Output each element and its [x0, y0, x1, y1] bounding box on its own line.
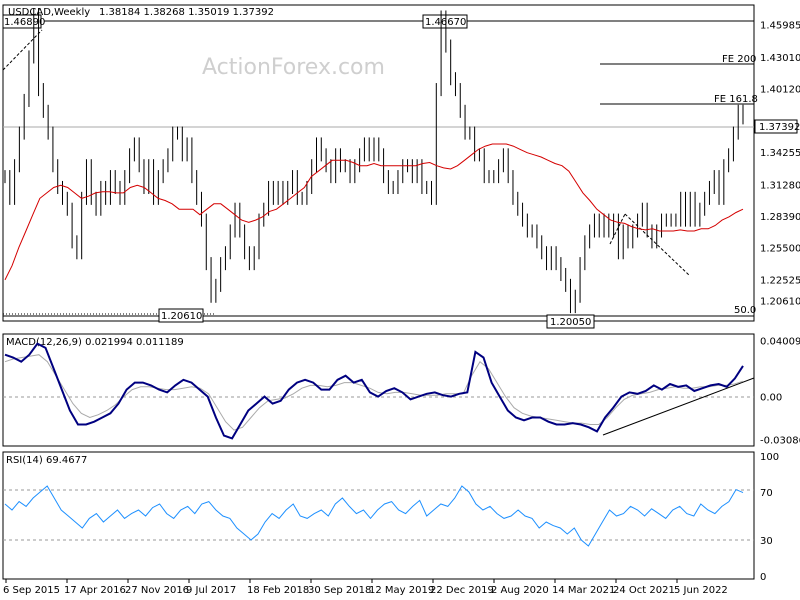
macd-trendline	[602, 377, 755, 436]
rsi-tick-label: 30	[760, 536, 773, 547]
fe200-label: FE 200	[722, 54, 756, 65]
x-tick-label: 24 Oct 2021	[613, 585, 675, 596]
fib-50-label: 50.0	[734, 305, 756, 316]
price-tick-label: 1.25500	[760, 243, 800, 254]
watermark: ActionForex.com	[202, 55, 385, 80]
rsi-title: RSI(14) 69.4677	[6, 455, 87, 466]
price-panel	[2, 4, 755, 322]
trend-dashed-line	[2, 29, 43, 71]
annotation-box-2015-high	[2, 14, 42, 29]
current-price-marker	[754, 119, 798, 134]
annotation-box-2021-low	[546, 314, 595, 329]
rsi-tick-label: 100	[760, 452, 779, 463]
annotation-2015-high: 1.46890	[4, 17, 45, 28]
ohlc-values: 1.38184 1.38268 1.35019 1.37392	[99, 7, 274, 18]
triangle-line-1	[609, 213, 626, 245]
macd-signal-line	[4, 354, 744, 431]
macd-axis: 0.040094 0.00 -0.03086	[760, 337, 800, 447]
rsi-line	[4, 485, 744, 547]
moving-average-line	[4, 143, 744, 281]
annotation-2017-low: 1.20610	[161, 311, 202, 322]
price-tick-label: 1.45985	[760, 20, 800, 31]
macd-main-line	[4, 342, 744, 440]
current-price-label: 1.37392	[759, 122, 800, 133]
rsi-axis: 100 70 30 0	[760, 452, 779, 583]
price-tick-label: 1.20610	[760, 296, 800, 307]
price-tick-label: 1.34255	[760, 148, 800, 159]
x-tick-label: 18 Feb 2018	[247, 585, 309, 596]
x-tick-label: 27 Nov 2016	[125, 585, 189, 596]
x-tick-label: 5 Jun 2022	[674, 585, 728, 596]
x-tick-label: 30 Sep 2018	[308, 585, 371, 596]
annotation-box-2020-high	[422, 14, 468, 29]
price-axis: 1.45985 1.43010 1.40120 1.34255 1.31280 1.283…	[760, 20, 800, 307]
rsi-panel	[2, 451, 755, 580]
x-tick-label: 9 Jul 2017	[186, 585, 236, 596]
fe1618-label: FE 161.8	[714, 94, 758, 105]
macd-tick-label: 0.00	[760, 393, 782, 404]
price-tick-label: 1.31280	[760, 180, 800, 191]
price-tick-label: 1.28390	[760, 212, 800, 223]
macd-title: MACD(12,26,9) 0.021994 0.011189	[6, 337, 184, 348]
x-tick-label: 6 Sep 2015	[3, 585, 60, 596]
price-bars	[4, 8, 744, 314]
price-tick-label: 1.43010	[760, 53, 800, 64]
rsi-tick-label: 70	[760, 488, 773, 499]
x-tick-label: 12 May 2019	[369, 585, 434, 596]
price-tick-label: 1.40120	[760, 84, 800, 95]
annotation-box-2017-low	[158, 308, 204, 323]
x-tick-label: 2 Aug 2020	[491, 585, 549, 596]
macd-tick-label: -0.03086	[760, 436, 800, 447]
macd-panel	[2, 333, 755, 447]
x-tick-label: 17 Apr 2016	[64, 585, 126, 596]
symbol-label: USDCAD,Weekly	[8, 7, 90, 18]
price-tick-label: 1.22525	[760, 276, 800, 287]
x-tick-label: 14 Mar 2021	[552, 585, 615, 596]
rsi-tick-label: 0	[760, 572, 766, 583]
macd-tick-label: 0.040094	[760, 337, 800, 348]
annotation-2021-low: 1.20050	[550, 317, 591, 328]
x-tick-label: 22 Dec 2019	[430, 585, 494, 596]
